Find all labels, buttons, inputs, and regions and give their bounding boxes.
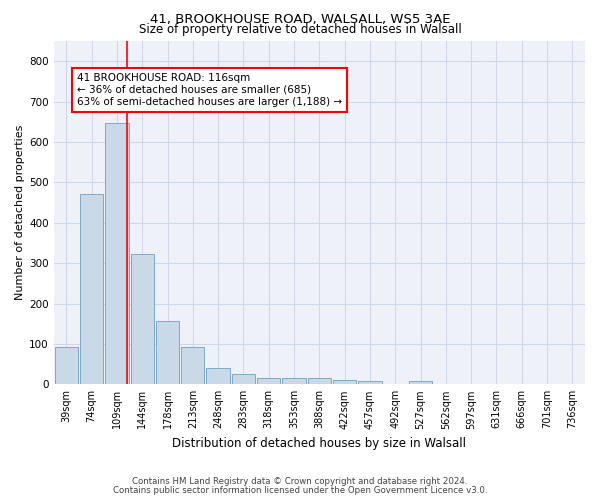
Bar	[308, 378, 331, 384]
Bar	[80, 194, 103, 384]
Text: 41, BROOKHOUSE ROAD, WALSALL, WS5 3AE: 41, BROOKHOUSE ROAD, WALSALL, WS5 3AE	[150, 12, 450, 26]
Bar	[105, 122, 128, 384]
Bar	[283, 378, 305, 384]
Bar	[257, 378, 280, 384]
Bar	[333, 380, 356, 384]
Y-axis label: Number of detached properties: Number of detached properties	[15, 125, 25, 300]
Bar	[358, 382, 382, 384]
Bar	[156, 321, 179, 384]
Text: Contains HM Land Registry data © Crown copyright and database right 2024.: Contains HM Land Registry data © Crown c…	[132, 477, 468, 486]
Bar	[181, 346, 205, 385]
Bar	[232, 374, 255, 384]
Bar	[131, 254, 154, 384]
X-axis label: Distribution of detached houses by size in Walsall: Distribution of detached houses by size …	[172, 437, 466, 450]
Bar	[55, 346, 78, 385]
Bar	[206, 368, 230, 384]
Bar	[409, 381, 432, 384]
Text: Size of property relative to detached houses in Walsall: Size of property relative to detached ho…	[139, 22, 461, 36]
Text: Contains public sector information licensed under the Open Government Licence v3: Contains public sector information licen…	[113, 486, 487, 495]
Text: 41 BROOKHOUSE ROAD: 116sqm
← 36% of detached houses are smaller (685)
63% of sem: 41 BROOKHOUSE ROAD: 116sqm ← 36% of deta…	[77, 74, 342, 106]
